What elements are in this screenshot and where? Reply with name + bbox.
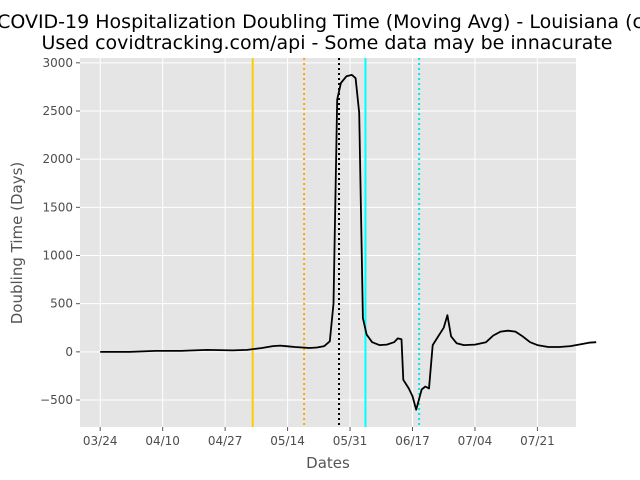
x-tick-label: 06/17 (395, 434, 430, 448)
y-tick-label: 1000 (42, 249, 73, 263)
y-axis-label: Doubling Time (Days) (8, 162, 26, 325)
grid-lines (80, 58, 576, 427)
y-tick-label: 3000 (42, 56, 73, 70)
series-layer (100, 74, 597, 411)
doubling-time-series (100, 74, 597, 411)
y-tick-label: 0 (65, 345, 73, 359)
y-tick-label: 1500 (42, 200, 73, 214)
x-axis-ticks: 03/24 04/10 04/27 05/14 05/31 06/17 07/04 07/21 (83, 427, 555, 448)
x-tick-label: 05/31 (333, 434, 368, 448)
reference-lines (251, 58, 421, 427)
y-tick-label: 500 (50, 297, 73, 311)
y-tick-label: 2500 (42, 104, 73, 118)
x-tick-label: 04/10 (145, 434, 180, 448)
x-tick-label: 03/24 (83, 434, 118, 448)
y-axis-ticks: −500 0 500 1000 1500 2000 2500 3000 (40, 56, 80, 407)
chart-subtitle: Used covidtracking.com/api - Some data m… (42, 32, 613, 54)
x-tick-label: 04/27 (208, 434, 243, 448)
x-axis-label: Dates (306, 454, 350, 472)
chart-title: COVID-19 Hospitalization Doubling Time (… (0, 11, 640, 33)
x-tick-label: 05/14 (270, 434, 305, 448)
x-tick-label: 07/04 (458, 434, 493, 448)
plot-background (80, 58, 576, 427)
x-tick-label: 07/21 (520, 434, 555, 448)
y-tick-label: 2000 (42, 152, 73, 166)
y-tick-label: −500 (40, 393, 73, 407)
